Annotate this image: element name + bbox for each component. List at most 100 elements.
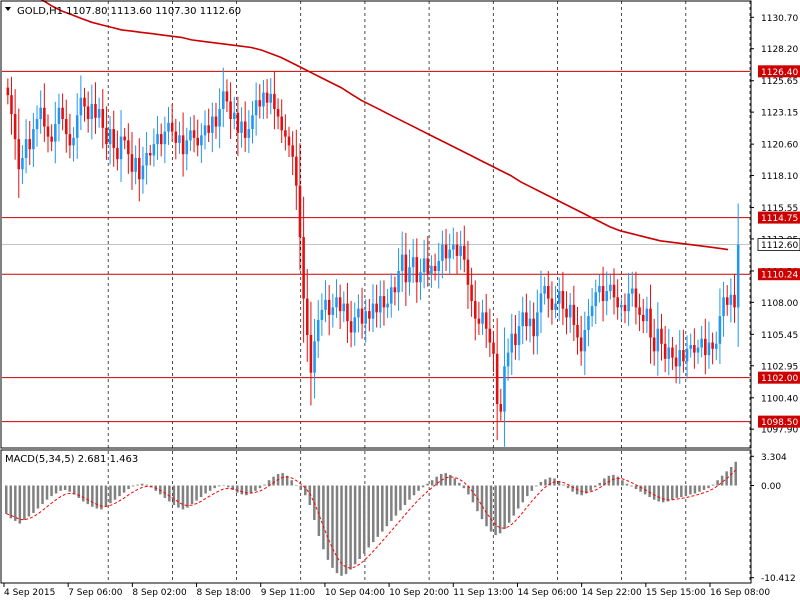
candle-body xyxy=(419,272,422,283)
macd-bar xyxy=(254,485,257,491)
candle-body xyxy=(284,130,287,137)
candle-body xyxy=(247,129,251,138)
candle-body xyxy=(346,303,349,322)
macd-bar xyxy=(385,485,389,527)
price-panel[interactable]: GOLD,H1 1107.80 1113.60 1107.30 1112.60 … xyxy=(0,0,800,449)
candle-body xyxy=(236,112,240,133)
candle-body xyxy=(28,139,32,150)
candle-body xyxy=(484,312,488,329)
candle-body xyxy=(565,308,568,318)
candle-body xyxy=(316,319,320,342)
price-tick-label: 1108.00 xyxy=(761,299,798,309)
macd-bar xyxy=(652,485,656,500)
candle-body xyxy=(159,134,163,145)
macd-bar xyxy=(498,485,502,534)
candle-body xyxy=(291,145,294,157)
candle-body xyxy=(579,337,583,352)
candle-body xyxy=(408,267,411,283)
macd-bar xyxy=(217,485,221,487)
level-label-box xyxy=(758,211,800,224)
candle-body xyxy=(452,244,455,250)
candle-body xyxy=(170,122,174,132)
candle-body xyxy=(251,115,254,130)
macd-bar xyxy=(14,485,17,521)
candle-body xyxy=(178,135,181,143)
candle-body xyxy=(506,352,510,367)
macd-bar xyxy=(467,485,470,495)
candle-body xyxy=(397,270,400,293)
candle-body xyxy=(54,124,57,142)
time-axis: 4 Sep 2015 7 Sep 06:00 8 Sep 02:00 8 Sep 18… xyxy=(3,583,770,598)
candle-body xyxy=(130,154,134,172)
candle-body xyxy=(426,258,430,274)
macd-bar xyxy=(68,485,71,492)
candle-body xyxy=(550,298,554,310)
candle-body xyxy=(554,303,557,310)
candle-body xyxy=(309,334,313,373)
candle-body xyxy=(46,126,50,137)
candle-body xyxy=(357,308,360,318)
candle-body xyxy=(258,100,262,107)
candle-body xyxy=(641,314,645,322)
candle-body xyxy=(192,130,196,138)
candle-body xyxy=(667,347,671,359)
macd-bar xyxy=(367,485,370,548)
macd-bar xyxy=(32,485,35,513)
candle-body xyxy=(379,296,382,313)
candle-body xyxy=(200,135,203,146)
price-tick-label: 1118.10 xyxy=(761,172,798,182)
macd-bar xyxy=(729,466,733,486)
candle-body xyxy=(660,328,663,344)
candle-body xyxy=(663,343,667,359)
macd-bar xyxy=(181,485,185,510)
candle-body xyxy=(437,260,441,271)
candle-body xyxy=(547,286,550,299)
candle-body xyxy=(229,101,232,120)
candle-body xyxy=(473,301,477,319)
candle-body xyxy=(543,286,546,294)
macd-panel[interactable]: MACD(5,34,5) 2.681 1.463 3.304 0.00 -10.41… xyxy=(0,449,796,584)
macd-bar xyxy=(285,475,289,486)
candle-body xyxy=(707,342,711,356)
candle-body xyxy=(335,297,338,308)
candle-body xyxy=(459,245,462,256)
macd-bar xyxy=(95,485,99,509)
candle-body xyxy=(119,136,123,160)
time-tick-label: 8 Sep 02:00 xyxy=(132,588,187,598)
candle-body xyxy=(254,100,258,116)
candle-body xyxy=(305,298,309,335)
macd-bar xyxy=(421,485,425,488)
candle-body xyxy=(536,312,539,337)
macd-bar xyxy=(63,485,67,490)
candle-body xyxy=(83,97,86,107)
candle-body xyxy=(634,288,638,308)
macd-bar xyxy=(630,485,633,487)
candle-body xyxy=(433,265,437,271)
candle-body xyxy=(488,328,492,343)
macd-bar xyxy=(603,478,606,486)
candle-body xyxy=(327,299,331,315)
horizontal-levels[interactable] xyxy=(2,70,750,423)
macd-bar xyxy=(435,476,438,486)
macd-bar xyxy=(720,475,724,486)
macd-bar xyxy=(453,478,457,486)
macd-bar xyxy=(584,485,588,494)
candle-body xyxy=(521,312,524,327)
candle-body xyxy=(495,353,499,405)
macd-bar xyxy=(580,485,583,496)
macd-bar xyxy=(661,485,665,503)
candle-body xyxy=(583,329,587,352)
candle-body xyxy=(671,347,674,358)
candle-body xyxy=(649,308,652,338)
candle-body xyxy=(704,338,707,356)
candle-body xyxy=(196,137,199,146)
candle-body xyxy=(108,129,112,145)
macd-bar xyxy=(698,485,701,492)
macd-bar xyxy=(716,480,719,486)
price-tick-label: 1128.20 xyxy=(761,45,798,55)
dropdown-triangle-icon[interactable] xyxy=(5,7,11,11)
candle-body xyxy=(411,257,415,268)
chart-header: GOLD,H1 1107.80 1113.60 1107.30 1112.60 xyxy=(5,6,241,17)
candle-body xyxy=(415,257,419,283)
